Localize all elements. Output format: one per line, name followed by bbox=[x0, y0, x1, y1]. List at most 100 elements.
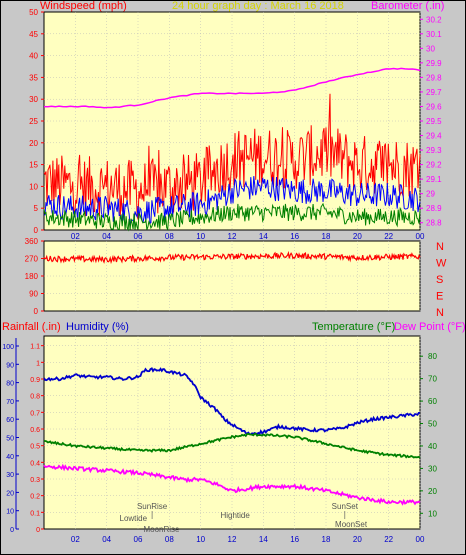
humidity-tick-label: 20 bbox=[6, 490, 14, 497]
wind-tick-label: 0 bbox=[34, 226, 39, 235]
humidity-tick-label: 80 bbox=[6, 381, 14, 388]
direction-line bbox=[43, 250, 421, 265]
compass-label: W bbox=[436, 258, 447, 270]
barometer-tick-label: 28.9 bbox=[426, 204, 442, 213]
humidity-tick-label: 60 bbox=[6, 417, 14, 424]
barometer-label: Barometer (.in) bbox=[371, 0, 444, 12]
x-tick-label: 02 bbox=[71, 535, 80, 544]
wind-tick-label: 30 bbox=[29, 95, 38, 104]
wind-tick-label: 5 bbox=[34, 204, 39, 213]
annotation-label: SunSet bbox=[332, 502, 359, 511]
graph-title: 24 hour graph day : March 16 2018 bbox=[172, 0, 344, 12]
rain-axis-ticks: 0 0.1 0.2 0.3 0.4 0.5 0.6 0.7 0.8 0.9 1 1.1 bbox=[30, 344, 44, 534]
barometer-tick-label: 29.9 bbox=[426, 59, 442, 68]
x-tick-label: 18 bbox=[322, 535, 331, 544]
annotation-label: Hightide bbox=[220, 511, 250, 520]
barometer-tick-label: 29.2 bbox=[426, 161, 442, 170]
humidity-label: Humidity (%) bbox=[66, 321, 129, 333]
event-annotations: SunRise Lowtide MoonRise Hightide SunSet Moon… bbox=[120, 502, 368, 534]
wind-axis-ticks: 0 5 10 15 20 25 30 35 40 45 50 bbox=[29, 8, 44, 235]
x-tick-label: 10 bbox=[196, 232, 205, 241]
series-line-0 bbox=[43, 93, 421, 220]
barometer-tick-label: 29.8 bbox=[426, 73, 442, 82]
series-line-3 bbox=[43, 67, 421, 109]
x-tick-label: 00 bbox=[416, 535, 425, 544]
temp-series bbox=[43, 367, 421, 506]
dewpoint-label: Dew Point (°F) bbox=[394, 321, 466, 333]
humidity-tick-label: 40 bbox=[6, 454, 14, 461]
x-tick-label: 16 bbox=[290, 535, 299, 544]
wind-tick-label: 40 bbox=[29, 52, 38, 61]
direction-tick-label: 270 bbox=[25, 255, 39, 264]
humidity-tick-label: 90 bbox=[6, 362, 14, 369]
barometer-tick-label: 29.6 bbox=[426, 102, 442, 111]
direction-tick-label: 0 bbox=[34, 307, 39, 316]
x-tick-label: 00 bbox=[416, 232, 425, 241]
series-line-0 bbox=[43, 367, 420, 436]
rain-tick-label: 1 bbox=[36, 360, 40, 367]
temperature-label: Temperature (°F) bbox=[312, 321, 395, 333]
rain-tick-label: 0.1 bbox=[30, 510, 40, 517]
x-tick-label: 12 bbox=[228, 232, 237, 241]
rain-tick-label: 0.9 bbox=[30, 377, 40, 384]
barometer-tick-label: 28.8 bbox=[426, 219, 442, 228]
wind-tick-label: 15 bbox=[29, 161, 38, 170]
windspeed-label: Windspeed (mph) bbox=[40, 0, 127, 12]
wind-tick-label: 50 bbox=[29, 8, 38, 17]
x-tick-label: 14 bbox=[259, 535, 268, 544]
barometer-axis-ticks: 28.8 28.9 29 29.1 29.2 29.3 29.4 29.5 29.6 29.7 29… bbox=[420, 15, 442, 228]
direction-axis-ticks: 0 90 180 270 360 bbox=[25, 237, 44, 316]
humidity-tick-label: 10 bbox=[6, 509, 14, 516]
x-tick-label: 16 bbox=[290, 232, 299, 241]
wind-series bbox=[43, 67, 421, 232]
x-tick-label: 20 bbox=[353, 535, 362, 544]
x-tick-label: 06 bbox=[134, 535, 143, 544]
temperature-tick-label: 60 bbox=[428, 397, 437, 406]
barometer-tick-label: 29.3 bbox=[426, 146, 442, 155]
x-tick-label: 04 bbox=[102, 232, 111, 241]
temperature-tick-label: 50 bbox=[428, 420, 437, 429]
temperature-tick-label: 80 bbox=[428, 352, 437, 361]
temperature-tick-label: 20 bbox=[428, 487, 437, 496]
direction-tick-label: 90 bbox=[29, 290, 38, 299]
annotation-label: Lowtide bbox=[120, 514, 148, 523]
annotation-label: SunRise bbox=[137, 502, 168, 511]
rain-tick-label: 0.6 bbox=[30, 427, 40, 434]
barometer-tick-label: 29.5 bbox=[426, 117, 442, 126]
temperature-tick-label: 70 bbox=[428, 375, 437, 384]
temp-x-ticks: 02 04 06 08 10 12 14 16 18 20 22 00 bbox=[71, 535, 425, 544]
temperature-axis-ticks: 10 20 30 40 50 60 70 80 bbox=[420, 352, 437, 518]
direction-series bbox=[43, 250, 421, 265]
rain-tick-label: 0.7 bbox=[30, 410, 40, 417]
barometer-tick-label: 30.2 bbox=[426, 15, 442, 24]
compass-label: S bbox=[436, 274, 443, 286]
rain-tick-label: 0.4 bbox=[30, 460, 40, 467]
rain-tick-label: 1.1 bbox=[30, 344, 40, 351]
x-tick-label: 08 bbox=[165, 535, 174, 544]
barometer-tick-label: 29.7 bbox=[426, 88, 442, 97]
wind-tick-label: 10 bbox=[29, 182, 38, 191]
compass-label: N bbox=[436, 241, 444, 253]
barometer-tick-label: 29.1 bbox=[426, 175, 442, 184]
wind-tick-label: 45 bbox=[29, 30, 38, 39]
temperature-tick-label: 10 bbox=[428, 509, 437, 518]
rain-tick-label: 0.8 bbox=[30, 394, 40, 401]
x-tick-label: 06 bbox=[134, 232, 143, 241]
humidity-tick-label: 50 bbox=[6, 436, 14, 443]
compass-label: N bbox=[436, 307, 444, 319]
x-tick-label: 14 bbox=[259, 232, 268, 241]
humidity-axis-ticks: 0 10 20 30 40 50 60 70 80 90 100 bbox=[2, 338, 19, 534]
wind-tick-label: 25 bbox=[29, 117, 38, 126]
series-line-1 bbox=[43, 176, 421, 226]
direction-plot-area bbox=[43, 240, 421, 312]
rain-tick-label: 0.2 bbox=[30, 494, 40, 501]
x-tick-label: 04 bbox=[102, 535, 111, 544]
humidity-tick-label: 70 bbox=[6, 399, 14, 406]
wind-x-ticks: 02 04 06 08 10 12 14 16 18 20 22 00 bbox=[71, 232, 425, 241]
wind-tick-label: 20 bbox=[29, 139, 38, 148]
rain-tick-label: 0.5 bbox=[30, 444, 40, 451]
temperature-tick-label: 30 bbox=[428, 464, 437, 473]
humidity-tick-label: 30 bbox=[6, 472, 14, 479]
